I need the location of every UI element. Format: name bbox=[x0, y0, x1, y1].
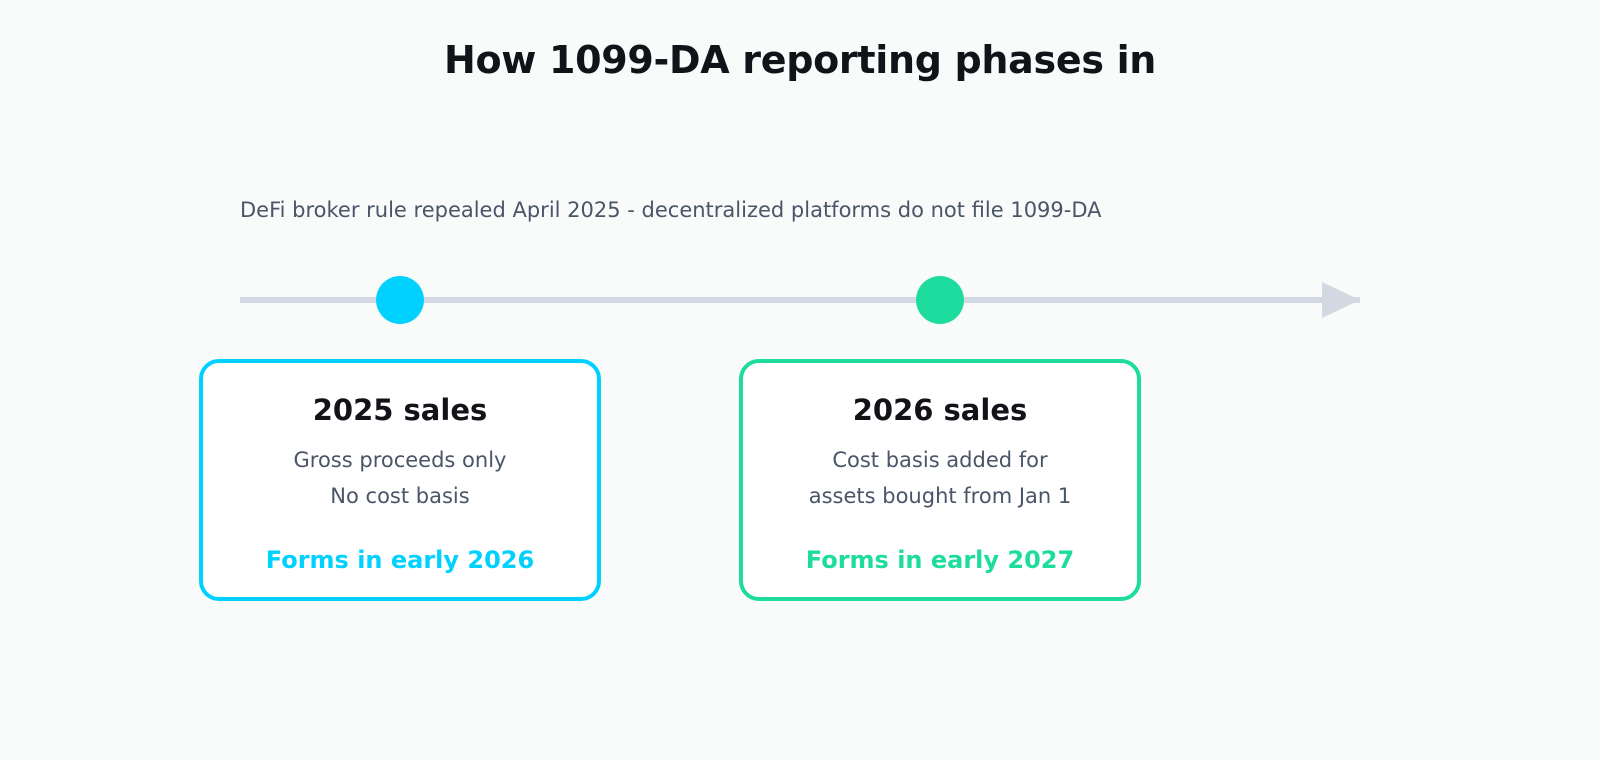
phase-card-forms-date: Forms in early 2026 bbox=[265, 546, 535, 574]
phase-card-forms-date: Forms in early 2027 bbox=[805, 546, 1075, 574]
defi-repeal-note: DeFi broker rule repealed April 2025 - d… bbox=[240, 198, 1102, 222]
page-title: How 1099-DA reporting phases in bbox=[443, 38, 1157, 82]
timeline-dot-2026 bbox=[916, 276, 964, 324]
phase-card-title: 2026 sales bbox=[852, 393, 1028, 427]
timeline-dot-2025 bbox=[376, 276, 424, 324]
phase-card-2026: 2026 sales Cost basis added for assets b… bbox=[739, 359, 1141, 601]
phase-card-line: Gross proceeds only bbox=[293, 448, 507, 472]
phase-card-2025: 2025 sales Gross proceeds only No cost b… bbox=[199, 359, 601, 601]
phase-card-line: Cost basis added for bbox=[832, 448, 1048, 472]
phase-card-line: No cost basis bbox=[330, 484, 470, 508]
timeline-arrow-icon bbox=[1322, 282, 1360, 318]
phase-card-title: 2025 sales bbox=[312, 393, 488, 427]
timeline-track bbox=[240, 297, 1360, 303]
phase-card-line: assets bought from Jan 1 bbox=[808, 484, 1072, 508]
